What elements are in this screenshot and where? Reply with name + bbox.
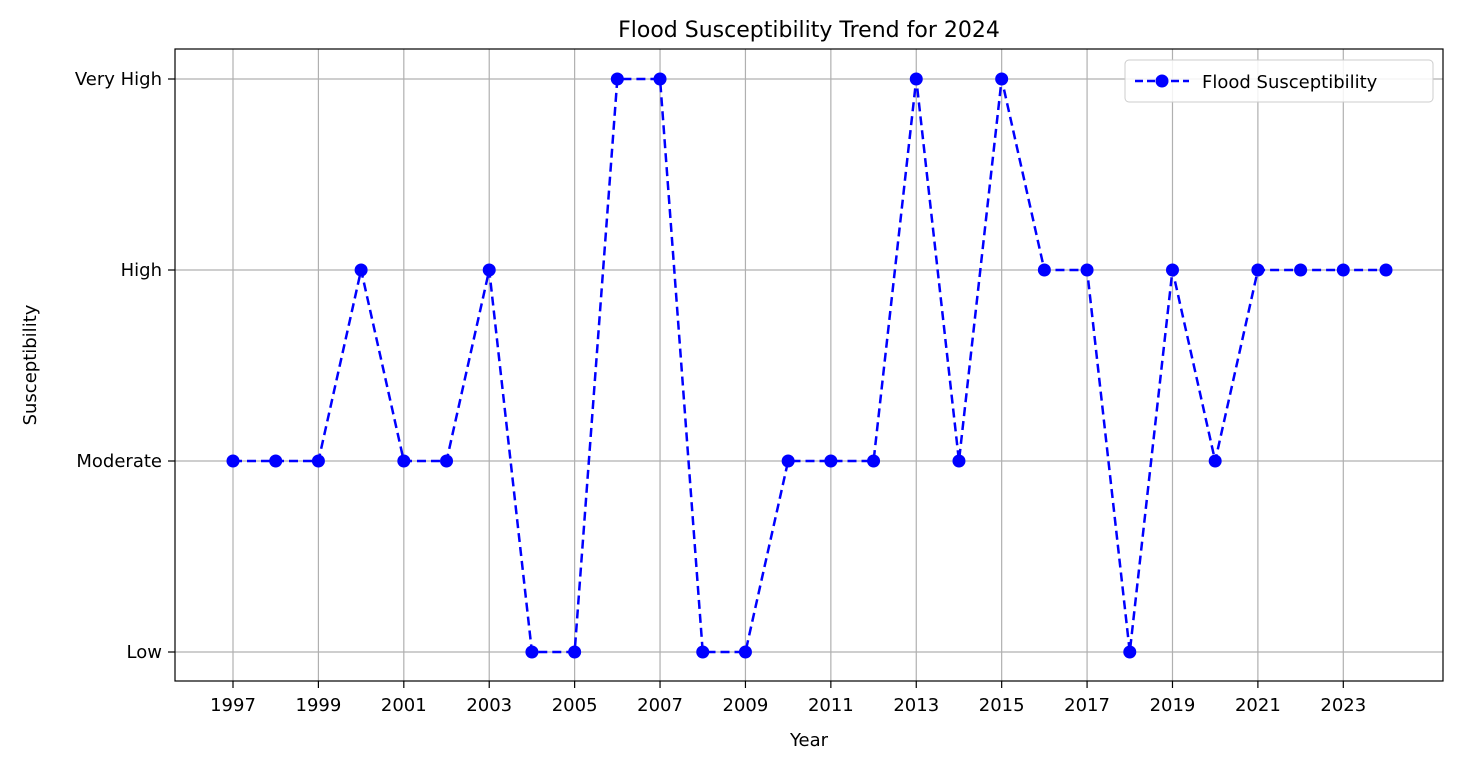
x-tick-label: 1997 [210, 695, 256, 716]
data-point [1336, 263, 1350, 277]
data-point [909, 72, 923, 86]
data-point [482, 263, 496, 277]
x-tick-label: 2023 [1320, 695, 1366, 716]
legend-label: Flood Susceptibility [1202, 72, 1378, 93]
data-point [525, 645, 539, 659]
legend: Flood Susceptibility [1124, 59, 1434, 103]
y-tick-label: Low [127, 642, 162, 663]
legend-box [1124, 59, 1434, 103]
data-point [397, 454, 411, 468]
x-tick-label: 2021 [1235, 695, 1281, 716]
x-tick-label: 2005 [552, 695, 598, 716]
x-tick-label: 1999 [296, 695, 342, 716]
x-tick-label: 2011 [808, 695, 854, 716]
plot-frame [174, 48, 1444, 682]
x-tick-label: 2001 [381, 695, 427, 716]
data-point [824, 454, 838, 468]
x-tick-label: 2003 [466, 695, 512, 716]
x-tick-label: 2015 [979, 695, 1025, 716]
series-line [233, 77, 1386, 654]
data-point [311, 454, 325, 468]
data-point [995, 72, 1009, 86]
x-tick-label: 2019 [1150, 695, 1196, 716]
data-point [354, 263, 368, 277]
data-point [226, 454, 240, 468]
data-point [440, 454, 454, 468]
data-point [952, 454, 966, 468]
data-point [1208, 454, 1222, 468]
data-point [1379, 263, 1393, 277]
y-axis-label: Susceptibility [20, 304, 41, 425]
data-point [738, 645, 752, 659]
data-point [867, 454, 881, 468]
data-point [781, 454, 795, 468]
data-point [653, 72, 667, 86]
data-point [269, 454, 283, 468]
chart-title: Flood Susceptibility Trend for 2024 [618, 18, 1000, 43]
data-point [568, 645, 582, 659]
x-tick-label: 2009 [723, 695, 769, 716]
x-tick-label: 2007 [637, 695, 683, 716]
data-point [1251, 263, 1265, 277]
grid-lines [175, 49, 1443, 681]
y-tick-label: Very High [75, 69, 162, 90]
data-point [1165, 263, 1179, 277]
data-point [1080, 263, 1094, 277]
legend-marker-swatch [1155, 74, 1169, 88]
data-point [696, 645, 710, 659]
y-tick-label: Moderate [76, 451, 162, 472]
x-axis-label: Year [789, 730, 829, 751]
y-tick-label: High [121, 260, 162, 281]
data-point [1294, 263, 1308, 277]
data-point [1037, 263, 1051, 277]
x-tick-label: 2013 [893, 695, 939, 716]
x-tick-label: 2017 [1064, 695, 1110, 716]
data-point [1123, 645, 1137, 659]
data-point [610, 72, 624, 86]
ticks: 1997 1999 2001 2003 2005 2007 2009 2011 2013 2015… [75, 69, 1366, 716]
series-layer [226, 72, 1393, 659]
